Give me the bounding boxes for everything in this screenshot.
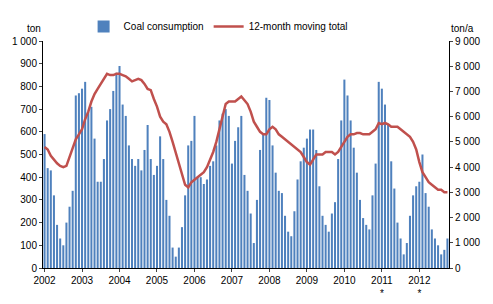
svg-text:3 000: 3 000 xyxy=(455,187,480,198)
svg-text:2 000: 2 000 xyxy=(455,212,480,223)
svg-text:2012*: 2012* xyxy=(408,275,431,299)
svg-text:2011*: 2011* xyxy=(371,275,393,299)
svg-text:2008: 2008 xyxy=(258,275,281,286)
svg-text:1 000: 1 000 xyxy=(12,36,37,47)
svg-text:2010: 2010 xyxy=(333,275,356,286)
svg-text:200: 200 xyxy=(20,217,37,228)
svg-text:2003: 2003 xyxy=(71,275,94,286)
svg-text:600: 600 xyxy=(20,126,37,137)
svg-text:2004: 2004 xyxy=(108,275,131,286)
svg-text:5 000: 5 000 xyxy=(455,136,480,147)
svg-text:4 000: 4 000 xyxy=(455,162,480,173)
svg-text:2009: 2009 xyxy=(296,275,319,286)
svg-text:ton/a: ton/a xyxy=(451,23,474,34)
svg-text:0: 0 xyxy=(455,263,461,274)
svg-text:2002: 2002 xyxy=(33,275,56,286)
svg-text:7 000: 7 000 xyxy=(455,86,480,97)
svg-text:ton: ton xyxy=(27,23,41,34)
svg-text:300: 300 xyxy=(20,194,37,205)
svg-text:12-month moving total: 12-month moving total xyxy=(249,21,348,32)
svg-text:0: 0 xyxy=(31,263,37,274)
svg-text:2006: 2006 xyxy=(183,275,206,286)
svg-text:100: 100 xyxy=(20,240,37,251)
svg-text:800: 800 xyxy=(20,81,37,92)
svg-text:700: 700 xyxy=(20,104,37,115)
svg-text:Coal consumption: Coal consumption xyxy=(124,21,204,32)
svg-text:900: 900 xyxy=(20,58,37,69)
svg-text:1 000: 1 000 xyxy=(455,237,480,248)
svg-text:9 000: 9 000 xyxy=(455,36,480,47)
svg-text:2005: 2005 xyxy=(146,275,169,286)
svg-text:500: 500 xyxy=(20,149,37,160)
svg-text:8 000: 8 000 xyxy=(455,61,480,72)
svg-text:400: 400 xyxy=(20,172,37,183)
svg-text:2007: 2007 xyxy=(221,275,244,286)
svg-text:6 000: 6 000 xyxy=(455,111,480,122)
